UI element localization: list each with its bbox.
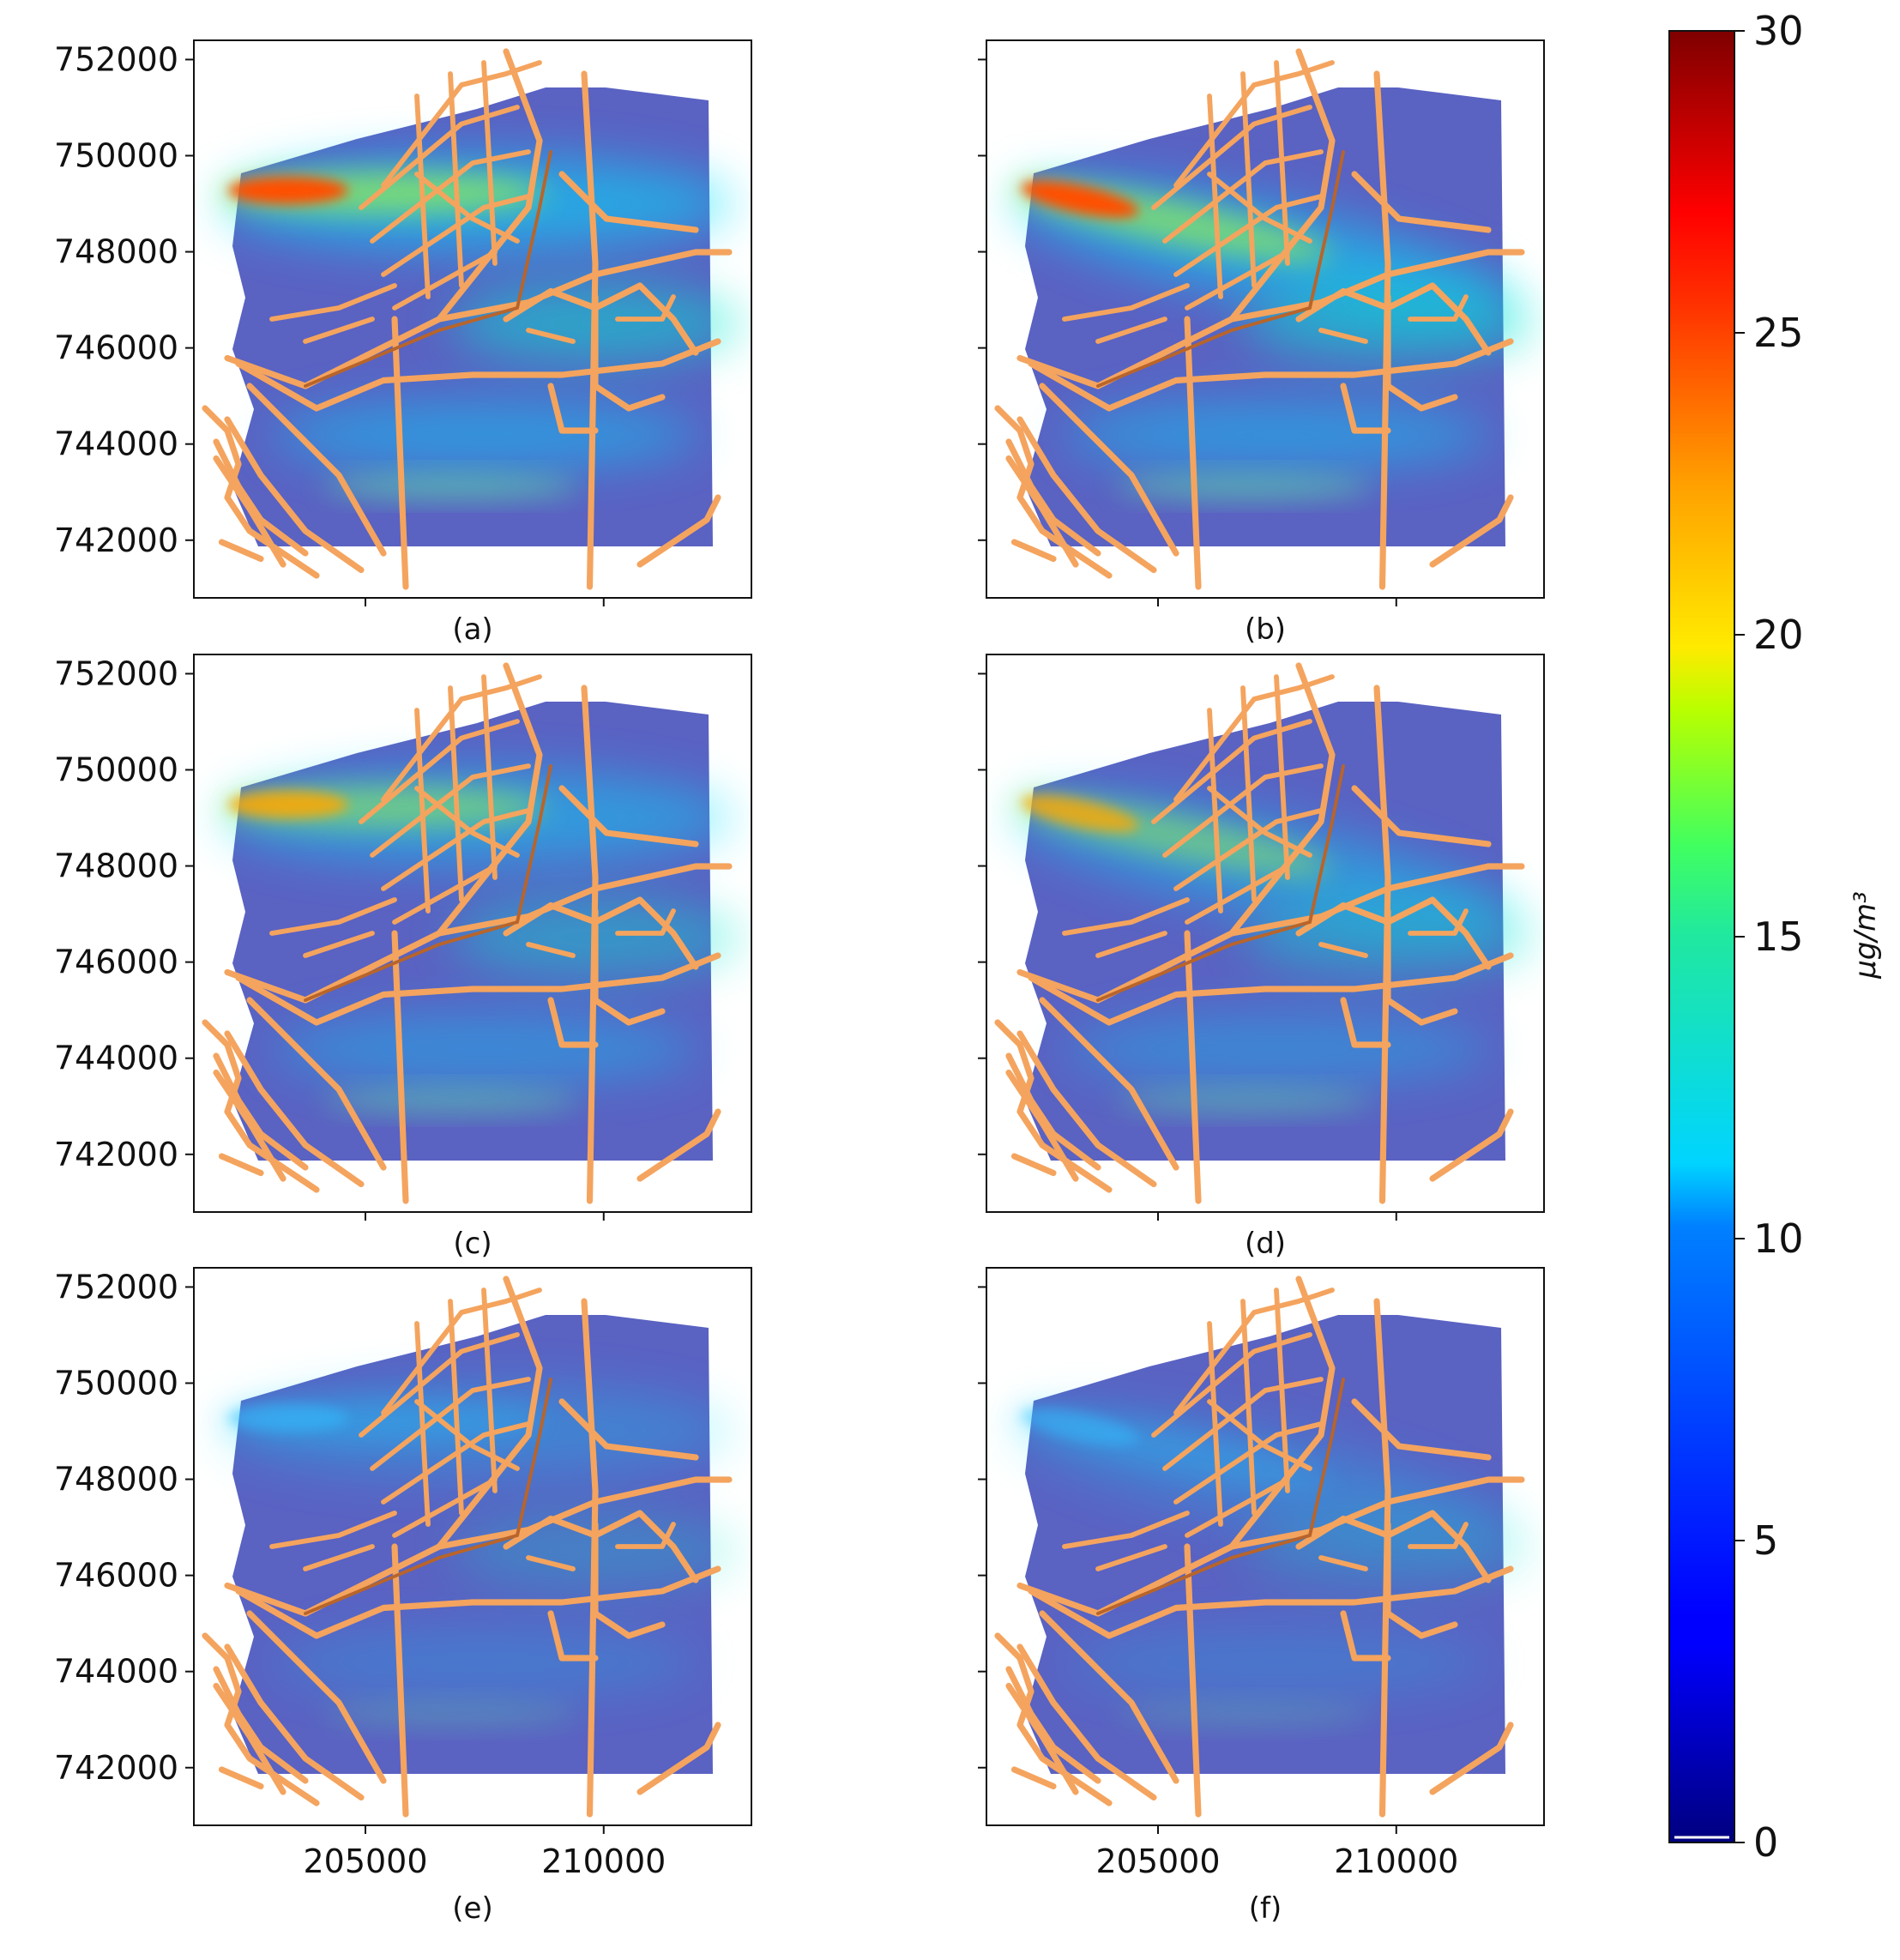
y-tick-label: 742000	[54, 522, 178, 559]
y-tick-label: 744000	[54, 1040, 178, 1077]
panel-frame	[193, 1267, 752, 1826]
road-network	[202, 662, 733, 1204]
colorbar: 0 5 10 15 20 25 30 μg/m³	[1668, 8, 1883, 1866]
road-network	[994, 662, 1525, 1204]
panel-e: 752000 750000 748000 746000 744000 742000 2050…	[54, 1267, 752, 1926]
panel-label: (a)	[452, 612, 492, 647]
y-tick-label: 752000	[54, 40, 178, 78]
y-tick-label: 748000	[54, 847, 178, 885]
y-tick-label: 752000	[54, 1268, 178, 1306]
panel-label: (e)	[452, 1891, 492, 1926]
x-tick-label: 205000	[303, 1842, 427, 1880]
road-network	[994, 1276, 1525, 1818]
concentration-field	[202, 48, 743, 590]
panel-frame	[193, 39, 752, 599]
colorbar-tick-label: 0	[1753, 1819, 1778, 1866]
panel-label: (c)	[453, 1227, 492, 1261]
y-tick-label: 744000	[54, 1653, 178, 1691]
colorbar-tick-label: 30	[1753, 8, 1804, 54]
y-tick-label: 748000	[54, 233, 178, 271]
panel-c: 752000 750000 748000 746000 744000 742000 (c)	[54, 654, 752, 1261]
map-panels: 752000 750000 748000 746000 744000 742000 (a) (…	[54, 39, 1545, 1926]
road-network	[994, 48, 1525, 590]
concentration-field	[202, 1276, 743, 1818]
road-network	[202, 1276, 733, 1818]
y-tick-label: 748000	[54, 1461, 178, 1499]
concentration-field	[994, 1276, 1535, 1818]
y-tick-label: 750000	[54, 1364, 178, 1402]
panel-d: (d)	[978, 654, 1545, 1261]
panel-frame	[986, 654, 1545, 1213]
colorbar-tick-label: 15	[1753, 914, 1804, 960]
panel-f: 205000 210000 (f)	[978, 1267, 1545, 1926]
panel-label: (b)	[1245, 612, 1286, 647]
y-tick-label: 746000	[54, 944, 178, 981]
y-tick-label: 744000	[54, 425, 178, 463]
y-tick-label: 742000	[54, 1136, 178, 1173]
x-tick-label: 205000	[1095, 1842, 1220, 1880]
y-tick-label: 750000	[54, 136, 178, 174]
concentration-field	[994, 48, 1535, 590]
y-tick-label: 742000	[54, 1749, 178, 1787]
x-tick-label: 210000	[541, 1842, 666, 1880]
colorbar-title: μg/m³	[1849, 891, 1883, 979]
panel-frame	[986, 1267, 1545, 1826]
road-network	[202, 48, 733, 590]
colorbar-tick-label: 25	[1753, 310, 1804, 356]
x-tick-label: 210000	[1334, 1842, 1458, 1880]
concentration-field	[994, 662, 1535, 1204]
panel-label: (f)	[1249, 1891, 1282, 1926]
panel-frame	[193, 654, 752, 1213]
y-tick-label: 750000	[54, 751, 178, 788]
colorbar-tick-label: 10	[1753, 1215, 1804, 1262]
y-tick-label: 746000	[54, 1557, 178, 1595]
y-tick-label: 752000	[54, 654, 178, 692]
panel-a: 752000 750000 748000 746000 744000 742000 (a)	[54, 39, 752, 647]
y-tick-label: 746000	[54, 329, 178, 367]
panel-frame	[986, 39, 1545, 599]
concentration-field	[202, 662, 743, 1204]
colorbar-tick-label: 5	[1753, 1517, 1778, 1564]
panel-b: (b)	[978, 39, 1545, 647]
colorbar-tick-label: 20	[1753, 612, 1804, 658]
colorbar-gradient	[1669, 31, 1734, 1842]
panel-label: (d)	[1245, 1227, 1286, 1261]
